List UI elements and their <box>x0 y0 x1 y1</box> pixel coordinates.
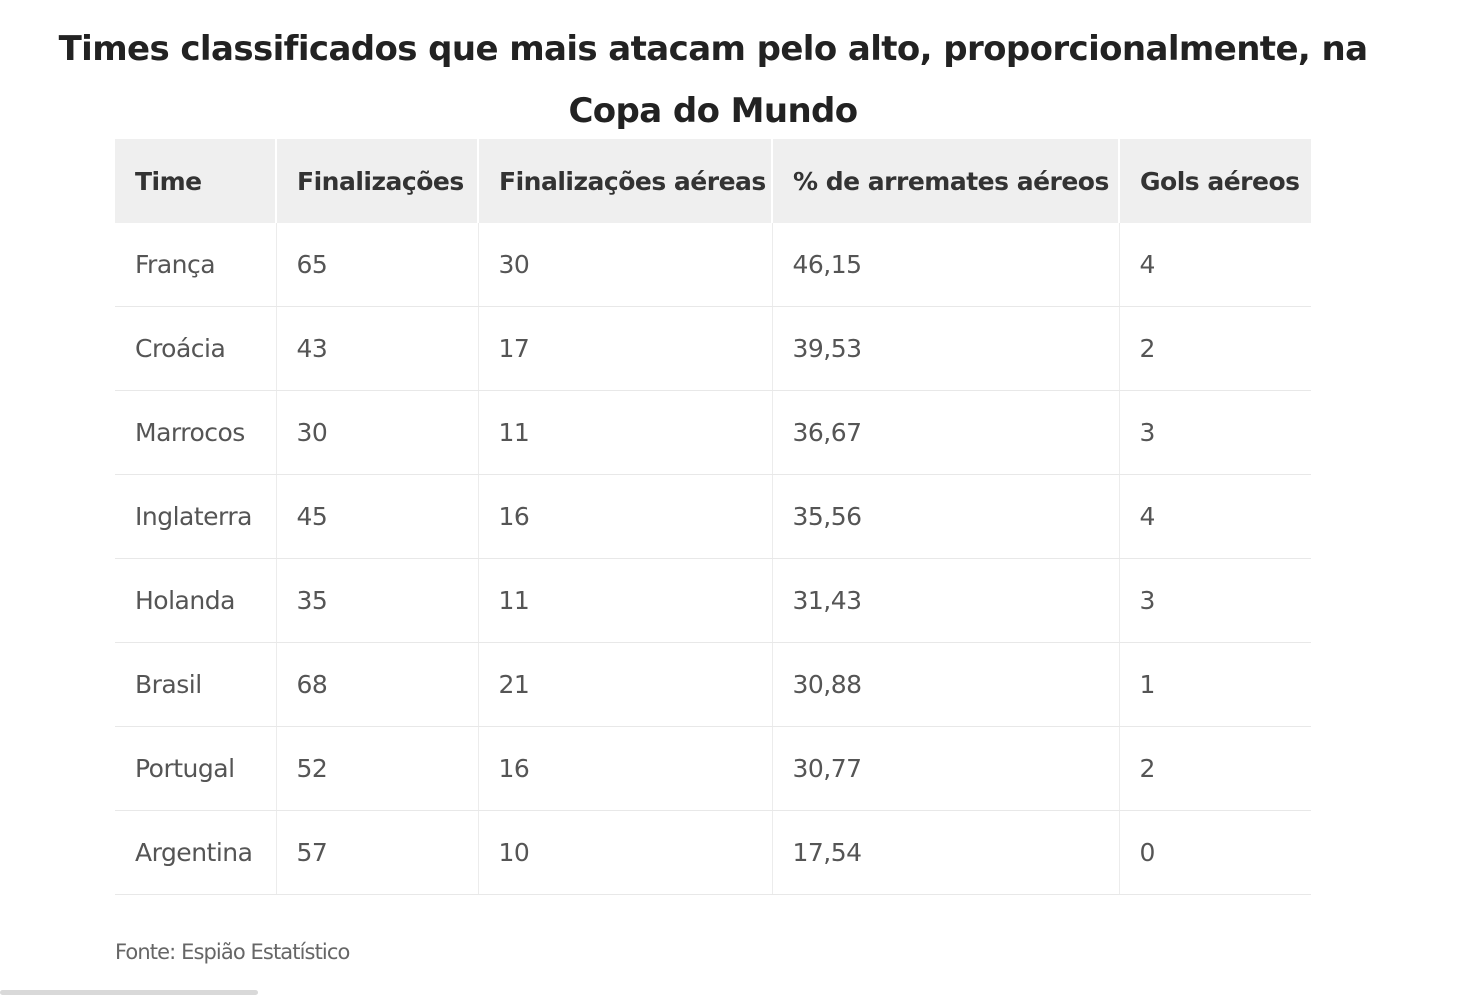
horizontal-scrollbar[interactable] <box>0 990 258 995</box>
cell-finalizacoes-aereas: 21 <box>478 642 773 727</box>
cell-time: Croácia <box>115 306 277 391</box>
cell-percentual-arremates-aereos: 35,56 <box>772 474 1120 559</box>
table-row: Marrocos 30 11 36,67 3 <box>115 390 1311 475</box>
chart-title: Times classificados que mais atacam pelo… <box>58 29 1368 131</box>
cell-gols-aereos: 0 <box>1119 810 1311 895</box>
cell-percentual-arremates-aereos: 36,67 <box>772 390 1120 475</box>
cell-percentual-arremates-aereos: 17,54 <box>772 810 1120 895</box>
cell-finalizacoes: 68 <box>276 642 479 727</box>
cell-gols-aereos: 1 <box>1119 642 1311 727</box>
cell-percentual-arremates-aereos: 31,43 <box>772 558 1120 643</box>
cell-finalizacoes-aereas: 16 <box>478 726 773 811</box>
cell-gols-aereos: 3 <box>1119 390 1311 475</box>
column-header-finalizacoes-aereas: Finalizações aéreas <box>478 139 773 223</box>
cell-finalizacoes: 57 <box>276 810 479 895</box>
cell-finalizacoes: 30 <box>276 390 479 475</box>
column-header-gols-aereos: Gols aéreos <box>1119 139 1311 223</box>
table-row: Croácia 43 17 39,53 2 <box>115 306 1311 391</box>
table-row: Brasil 68 21 30,88 1 <box>115 642 1311 727</box>
cell-percentual-arremates-aereos: 46,15 <box>772 223 1120 307</box>
cell-finalizacoes-aereas: 11 <box>478 390 773 475</box>
table-row: Argentina 57 10 17,54 0 <box>115 810 1311 895</box>
cell-finalizacoes: 45 <box>276 474 479 559</box>
table-row: Inglaterra 45 16 35,56 4 <box>115 474 1311 559</box>
cell-finalizacoes-aereas: 30 <box>478 223 773 307</box>
cell-percentual-arremates-aereos: 30,77 <box>772 726 1120 811</box>
stats-table: Time Finalizações Finalizações aéreas % … <box>115 139 1311 895</box>
cell-gols-aereos: 4 <box>1119 474 1311 559</box>
cell-time: Portugal <box>115 726 277 811</box>
cell-time: Brasil <box>115 642 277 727</box>
cell-gols-aereos: 3 <box>1119 558 1311 643</box>
cell-finalizacoes: 52 <box>276 726 479 811</box>
cell-time: Argentina <box>115 810 277 895</box>
cell-gols-aereos: 2 <box>1119 306 1311 391</box>
cell-finalizacoes: 65 <box>276 223 479 307</box>
table-row: Portugal 52 16 30,77 2 <box>115 726 1311 811</box>
cell-finalizacoes: 43 <box>276 306 479 391</box>
column-header-percentual-arremates-aereos: % de arremates aéreos <box>772 139 1120 223</box>
cell-percentual-arremates-aereos: 39,53 <box>772 306 1120 391</box>
cell-finalizacoes-aereas: 17 <box>478 306 773 391</box>
cell-time: França <box>115 223 277 307</box>
cell-time: Marrocos <box>115 390 277 475</box>
table-row: Holanda 35 11 31,43 3 <box>115 558 1311 643</box>
table-body: França 65 30 46,15 4 Croácia 43 17 39,53 2 Marroco… <box>115 223 1311 895</box>
cell-finalizacoes-aereas: 11 <box>478 558 773 643</box>
table-row: França 65 30 46,15 4 <box>115 223 1311 307</box>
column-header-finalizacoes: Finalizações <box>276 139 479 223</box>
cell-percentual-arremates-aereos: 30,88 <box>772 642 1120 727</box>
source-note: Fonte: Espião Estatístico <box>115 940 350 964</box>
cell-finalizacoes-aereas: 16 <box>478 474 773 559</box>
cell-finalizacoes: 35 <box>276 558 479 643</box>
cell-time: Holanda <box>115 558 277 643</box>
cell-time: Inglaterra <box>115 474 277 559</box>
cell-finalizacoes-aereas: 10 <box>478 810 773 895</box>
cell-gols-aereos: 2 <box>1119 726 1311 811</box>
table-header-row: Time Finalizações Finalizações aéreas % … <box>115 139 1311 223</box>
cell-gols-aereos: 4 <box>1119 223 1311 307</box>
column-header-time: Time <box>115 139 277 223</box>
